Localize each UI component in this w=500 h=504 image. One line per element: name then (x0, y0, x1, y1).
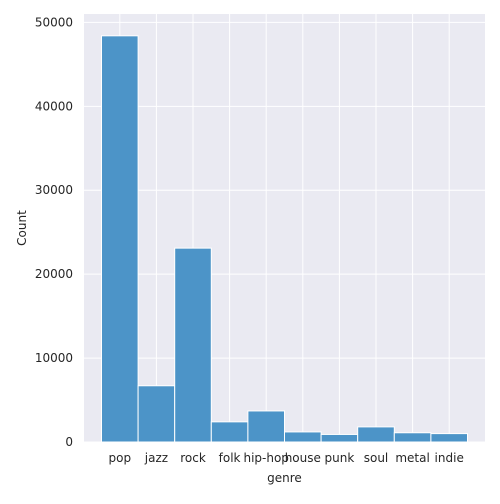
x-tick-label: jazz (144, 451, 168, 465)
y-tick-labels: 0 10000 20000 30000 40000 50000 (35, 15, 73, 449)
bars (101, 35, 468, 443)
x-tick-label: folk (219, 451, 241, 465)
bar-indie (430, 433, 468, 443)
bar-punk (320, 433, 359, 443)
y-tick-label: 20000 (35, 267, 73, 281)
y-tick-label: 10000 (35, 351, 73, 365)
x-tick-label: pop (109, 451, 132, 465)
bar-jazz (137, 385, 176, 443)
x-tick-label: metal (395, 451, 429, 465)
grid-lines (84, 14, 485, 443)
x-tick-label: soul (364, 451, 389, 465)
y-tick-label: 30000 (35, 183, 73, 197)
bar-soul (357, 426, 395, 443)
y-tick-label: 50000 (35, 15, 73, 29)
x-axis-label: genre (267, 471, 302, 485)
x-tick-label: indie (435, 451, 464, 465)
bar-pop (101, 35, 139, 443)
x-tick-label: house (285, 451, 321, 465)
y-axis-label: Count (15, 210, 29, 246)
bar-house (284, 431, 322, 443)
plot-background (84, 14, 485, 442)
x-tick-label: punk (325, 451, 355, 465)
y-tick-label: 0 (65, 435, 73, 449)
bar-rock (174, 247, 212, 443)
bar-hip-hop (247, 410, 285, 443)
x-tick-label: rock (180, 451, 206, 465)
x-tick-label: hip-hop (243, 451, 288, 465)
bar-metal (393, 432, 432, 443)
y-tick-label: 40000 (35, 99, 73, 113)
bar-folk (210, 421, 249, 443)
